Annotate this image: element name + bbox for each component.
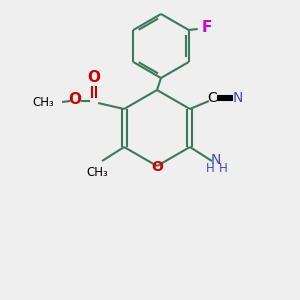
- Text: C: C: [207, 91, 217, 105]
- Text: H: H: [206, 161, 214, 175]
- Text: O: O: [88, 70, 100, 85]
- Text: H: H: [218, 161, 227, 175]
- Text: O: O: [151, 160, 163, 174]
- Text: CH₃: CH₃: [32, 95, 54, 109]
- Text: N: N: [233, 91, 243, 105]
- Text: N: N: [211, 153, 221, 167]
- Text: CH₃: CH₃: [86, 166, 108, 179]
- Text: F: F: [202, 20, 212, 34]
- Text: O: O: [69, 92, 82, 107]
